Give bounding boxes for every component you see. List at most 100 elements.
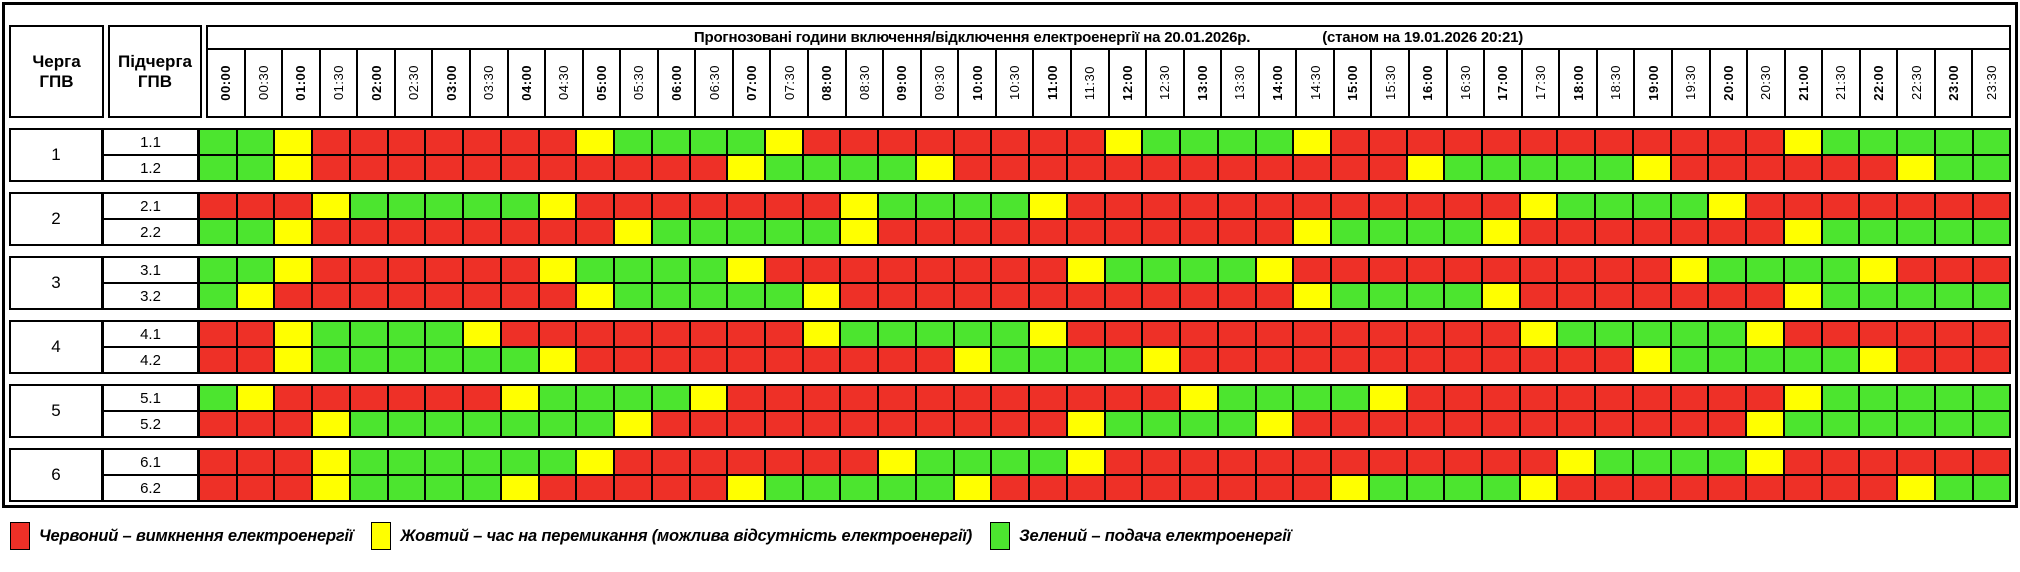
slot-11:30-off xyxy=(1067,194,1106,218)
legend-label: Червоний – вимкнення електроенергії xyxy=(39,526,354,545)
slot-16:30-off xyxy=(1445,450,1483,474)
slot-14:00-off xyxy=(1256,476,1295,500)
slot-00:30-on xyxy=(237,258,276,282)
slot-18:00-off xyxy=(1558,476,1597,500)
slot-14:30-off xyxy=(1294,322,1333,346)
slot-15:30-off xyxy=(1369,258,1408,282)
slot-20:00-on xyxy=(1709,450,1748,474)
slot-16:30-on xyxy=(1445,476,1483,500)
slot-09:00-off xyxy=(879,220,917,244)
slot-03:00-off xyxy=(426,130,465,154)
queue-rows: 4.1 4.2 xyxy=(104,322,2010,372)
subqueue-label: 5.2 xyxy=(104,412,200,436)
slot-23:30-on xyxy=(1973,220,2010,244)
slot-23:00-on xyxy=(1935,386,1974,410)
slot-00:00-off xyxy=(200,412,238,436)
slot-12:00-off xyxy=(1105,450,1144,474)
slot-03:00-on xyxy=(426,194,465,218)
slot-13:00-off xyxy=(1181,194,1219,218)
slot-13:30-off xyxy=(1218,476,1257,500)
slot-08:00-off xyxy=(803,258,842,282)
slot-05:30-on xyxy=(615,386,653,410)
time-label: 06:30 xyxy=(706,65,722,101)
slot-22:00-off xyxy=(1860,194,1899,218)
slot-19:00-switching xyxy=(1633,156,1672,180)
slot-22:30-on xyxy=(1898,386,1936,410)
slot-21:30-off xyxy=(1822,476,1861,500)
slot-23:00-on xyxy=(1935,156,1974,180)
slot-22:00-on xyxy=(1860,412,1899,436)
time-label: 20:30 xyxy=(1758,65,1774,101)
slot-00:00-on xyxy=(200,156,238,180)
slot-12:00-off xyxy=(1105,284,1144,308)
time-cell: 08:30 xyxy=(847,50,885,116)
slot-14:00-off xyxy=(1256,450,1295,474)
slot-05:30-off xyxy=(615,450,653,474)
slot-15:00-off xyxy=(1332,258,1370,282)
slot-02:00-on xyxy=(350,194,389,218)
slot-05:00-off xyxy=(577,476,616,500)
slot-05:30-on xyxy=(615,258,653,282)
slot-01:00-off xyxy=(275,284,314,308)
slot-10:00-off xyxy=(954,156,993,180)
slot-06:00-on xyxy=(652,258,691,282)
slot-19:30-on xyxy=(1671,194,1710,218)
schedule-table: Черга ГПВ Підчерга ГПВ Прогнозовані годи… xyxy=(2,2,2018,508)
slot-03:30-on xyxy=(464,348,502,372)
slot-13:00-off xyxy=(1181,220,1219,244)
slot-20:30-on xyxy=(1747,348,1785,372)
slot-18:00-on xyxy=(1558,322,1597,346)
slot-04:00-on xyxy=(501,348,540,372)
slot-01:30-switching xyxy=(313,194,351,218)
slot-09:00-off xyxy=(879,130,917,154)
slot-07:30-off xyxy=(766,322,804,346)
slot-08:00-off xyxy=(803,348,842,372)
slot-05:30-on xyxy=(615,284,653,308)
time-cell: 00:30 xyxy=(246,50,284,116)
slot-16:00-off xyxy=(1407,348,1446,372)
slot-20:30-switching xyxy=(1747,322,1785,346)
slot-00:00-off xyxy=(200,194,238,218)
slot-11:30-off xyxy=(1067,130,1106,154)
slot-07:00-off xyxy=(728,322,767,346)
slot-14:00-switching xyxy=(1256,412,1295,436)
slot-12:00-on xyxy=(1105,348,1144,372)
slot-19:30-off xyxy=(1671,220,1710,244)
slot-09:00-off xyxy=(879,412,917,436)
slot-07:30-switching xyxy=(766,130,804,154)
slot-00:30-switching xyxy=(237,284,276,308)
slot-22:30-on xyxy=(1898,130,1936,154)
slot-01:00-off xyxy=(275,450,314,474)
slot-02:00-on xyxy=(350,476,389,500)
queue-group-5: 5 5.1 5.2 xyxy=(9,384,2011,438)
slot-15:30-off xyxy=(1369,322,1408,346)
slot-22:30-on xyxy=(1898,412,1936,436)
time-label: 09:30 xyxy=(931,65,947,101)
slot-17:30-switching xyxy=(1520,322,1559,346)
slot-01:00-off xyxy=(275,386,314,410)
slot-12:30-off xyxy=(1143,386,1182,410)
slot-13:30-off xyxy=(1218,156,1257,180)
slot-02:00-off xyxy=(350,156,389,180)
slot-06:00-on xyxy=(652,130,691,154)
slot-02:30-on xyxy=(388,412,427,436)
time-cell: 14:00 xyxy=(1260,50,1298,116)
slot-22:00-on xyxy=(1860,386,1899,410)
slot-06:30-off xyxy=(690,450,729,474)
slot-14:30-switching xyxy=(1294,284,1333,308)
slot-11:00-switching xyxy=(1030,194,1068,218)
slot-09:30-off xyxy=(916,258,955,282)
subqueue-column-header: Підчерга ГПВ xyxy=(108,25,202,118)
slot-06:00-off xyxy=(652,450,691,474)
slot-13:30-off xyxy=(1218,322,1257,346)
queue-group-6: 6 6.1 6.2 xyxy=(9,448,2011,502)
time-cell: 17:30 xyxy=(1523,50,1561,116)
slot-17:00-off xyxy=(1482,194,1521,218)
slot-00:30-on xyxy=(237,220,276,244)
slot-09:00-off xyxy=(879,348,917,372)
slot-04:00-off xyxy=(501,220,540,244)
slot-19:00-on xyxy=(1633,450,1672,474)
slot-23:00-on xyxy=(1935,412,1974,436)
slot-15:00-off xyxy=(1332,322,1370,346)
slot-01:30-on xyxy=(313,322,351,346)
